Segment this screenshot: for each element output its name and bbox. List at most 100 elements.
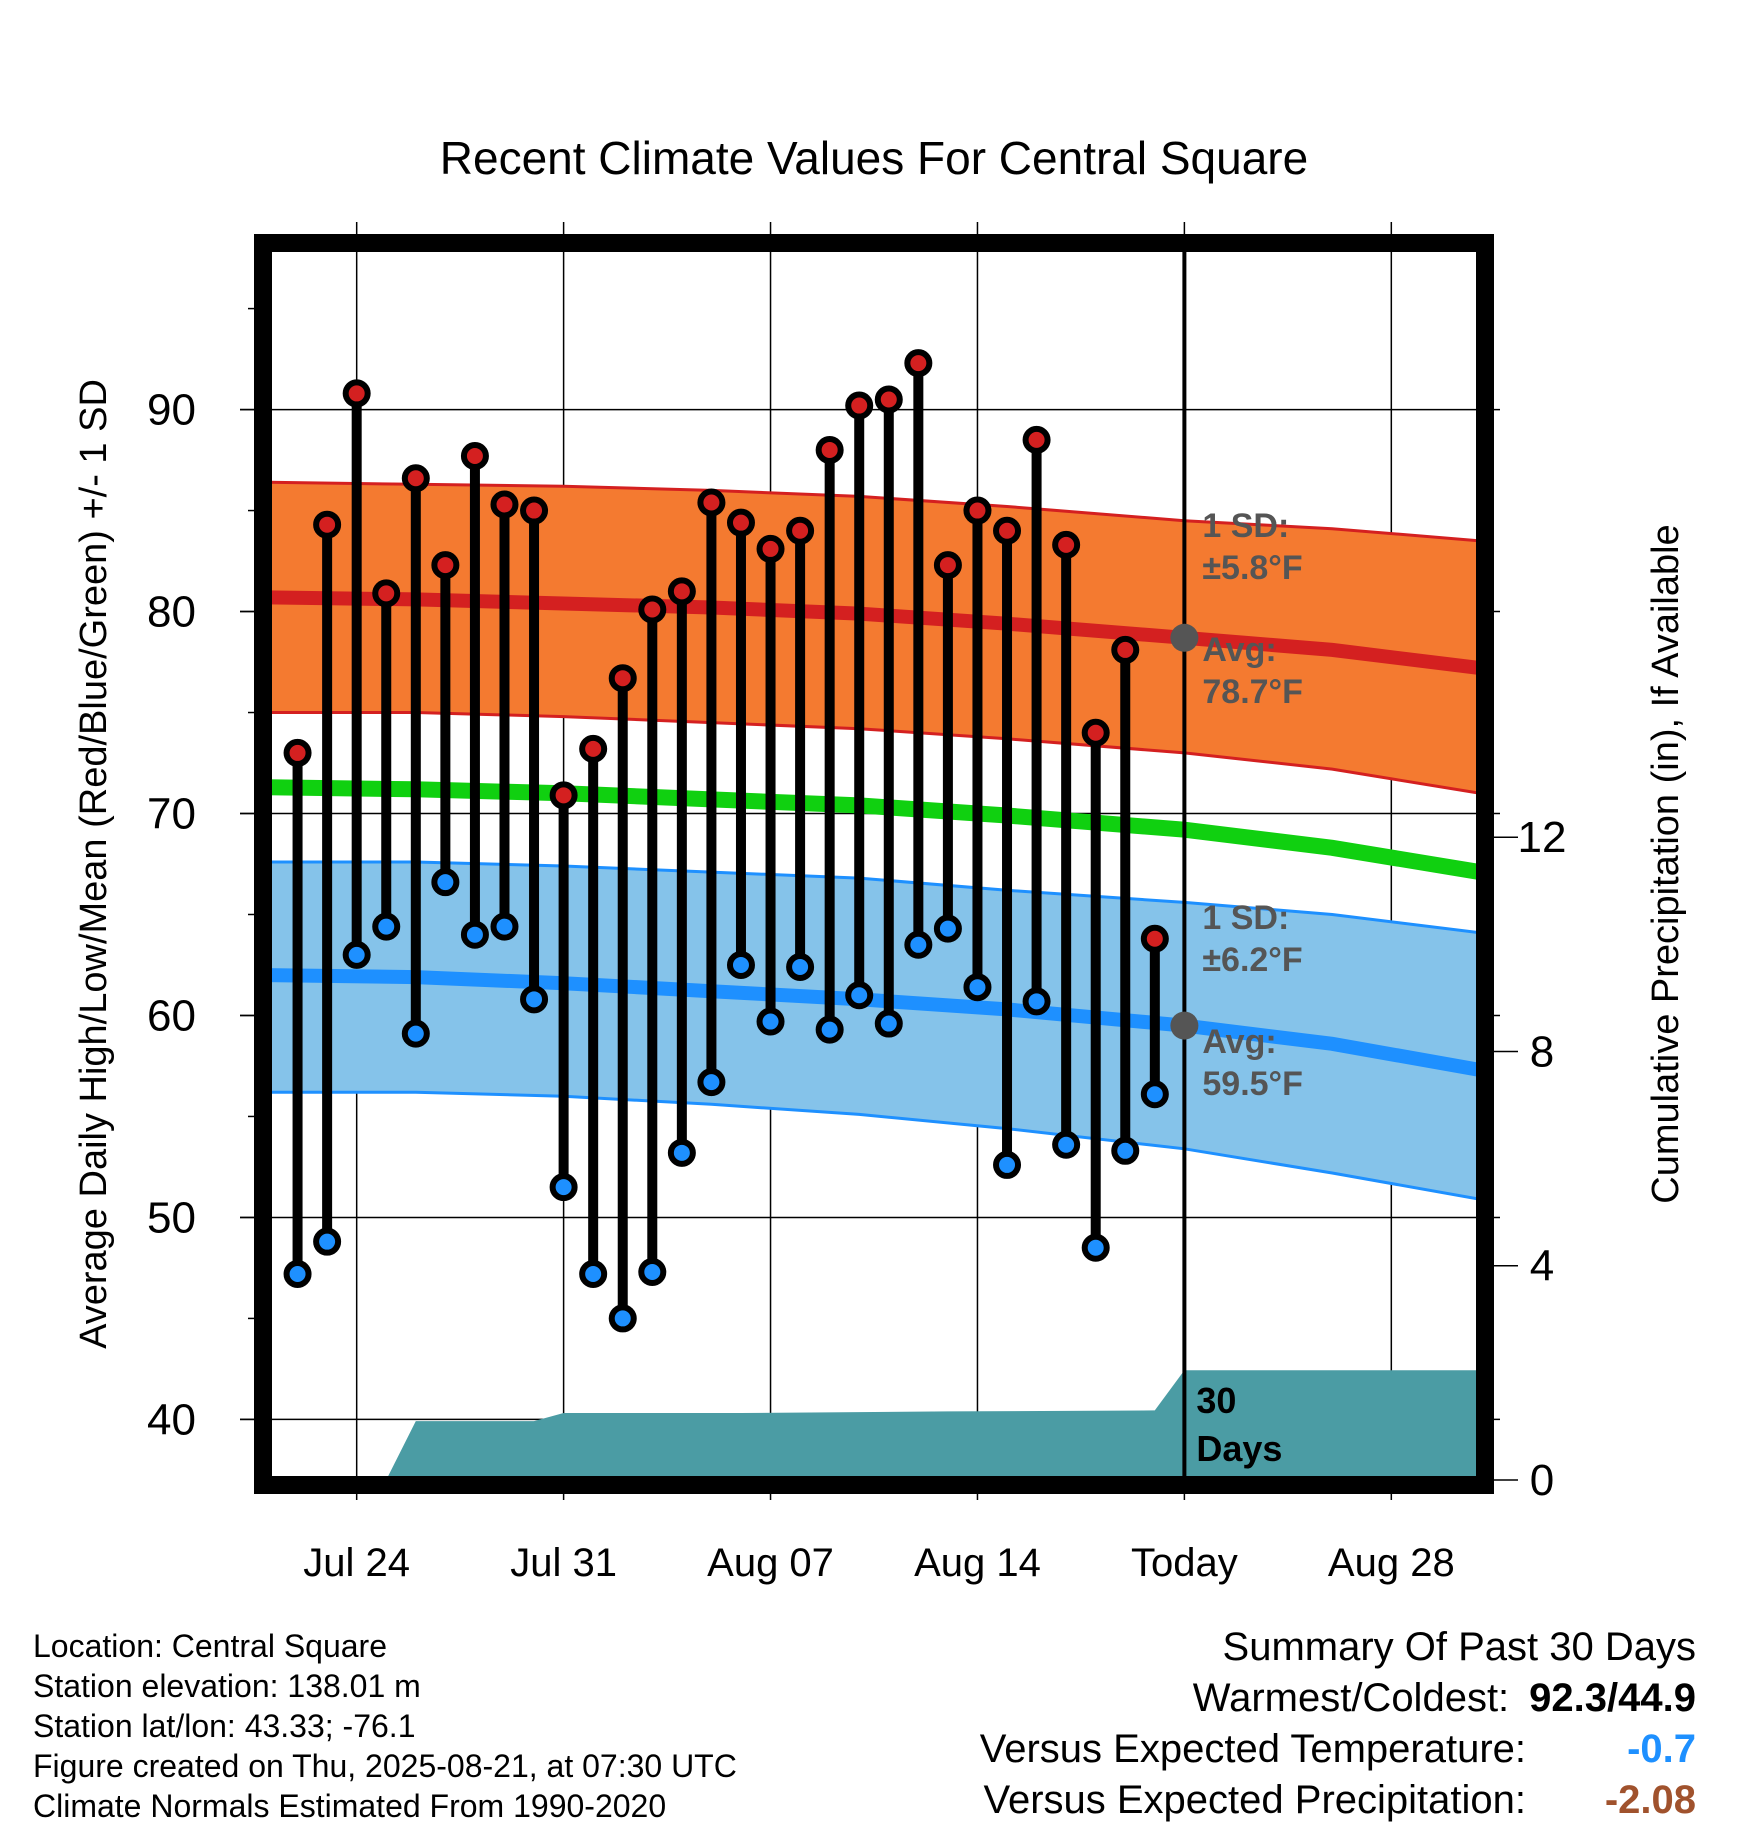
daily-range-bars (292, 363, 1160, 1319)
high-temp-point (993, 516, 1022, 545)
high-temp-point (579, 734, 608, 763)
low-temp-point (904, 930, 933, 959)
precip-label: Versus Expected Precipitation: (983, 1778, 1526, 1822)
latlon-text: Station lat/lon: 43.33; -76.1 (33, 1708, 416, 1744)
high-temp-point (904, 349, 933, 378)
today-line (1170, 248, 1199, 1480)
summary-warmest-row: Warmest/Coldest: 92.3/44.9 (980, 1673, 1696, 1724)
low-avg-marker (1170, 1011, 1199, 1040)
y-tick-label: 40 (147, 1395, 196, 1444)
x-tick-label: Jul 24 (303, 1541, 410, 1585)
high-temp-point (1140, 924, 1169, 953)
low-temp-point (431, 868, 460, 897)
high-temp-point (933, 551, 962, 580)
y2-tick-label: 8 (1530, 1027, 1554, 1076)
days-annotation: 30 (1196, 1380, 1236, 1421)
low-avg-annotation: 59.5°F (1202, 1065, 1303, 1103)
temp-value: -0.7 (1627, 1727, 1696, 1771)
high-temp-point (490, 490, 519, 519)
high-temp-point (520, 496, 549, 525)
high-avg-marker (1170, 623, 1199, 652)
low-temp-point (1022, 987, 1051, 1016)
x-tick-label: Aug 14 (914, 1541, 1041, 1585)
summary-temp-row: Versus Expected Temperature: -0.7 (980, 1724, 1696, 1775)
low-avg-annotation: Avg: (1202, 1023, 1276, 1061)
x-tick-label: Jul 31 (510, 1541, 617, 1585)
warmest-label: Warmest/Coldest: (1192, 1676, 1510, 1720)
low-temp-point (756, 1007, 785, 1036)
created-text: Figure created on Thu, 2025-08-21, at 07… (33, 1748, 737, 1784)
low-temp-point (490, 912, 519, 941)
annotations: 1 SD: ±5.8°F Avg: 78.7°F 1 SD: ±6.2°F Avg: 59.5… (1196, 507, 1303, 1469)
high-temp-point (845, 391, 874, 420)
summary-title: Summary Of Past 30 Days (1222, 1625, 1696, 1669)
daily-markers (283, 349, 1169, 1333)
chart-title: Recent Climate Values For Central Square (440, 132, 1308, 184)
high-temp-point (1081, 718, 1110, 747)
normal-bands (268, 480, 1480, 1201)
low-temp-point (608, 1304, 637, 1333)
y-tick-label: 90 (147, 386, 196, 435)
low-temp-point (401, 1019, 430, 1048)
precipitation-area (268, 1370, 1480, 1480)
x-tick-label: Today (1131, 1541, 1238, 1585)
station-info: Location: Central Square Station elevati… (33, 1626, 737, 1826)
high-temp-point (756, 534, 785, 563)
high-temp-point (815, 435, 844, 464)
low-temp-point (697, 1068, 726, 1097)
low-temp-point (933, 914, 962, 943)
low-sd-band (268, 862, 1480, 1200)
x-tick-label: Aug 28 (1328, 1541, 1455, 1585)
low-temp-point (520, 985, 549, 1014)
low-temp-point (874, 1009, 903, 1038)
warmest-value: 92.3/44.9 (1529, 1676, 1696, 1720)
high-temp-point (608, 664, 637, 693)
y-axis-label: Average Daily High/Low/Mean (Red/Blue/Gr… (73, 379, 115, 1349)
high-temp-point (1022, 425, 1051, 454)
low-sd-annotation: 1 SD: (1202, 899, 1289, 937)
high-sd-annotation: ±5.8°F (1202, 549, 1302, 587)
low-temp-point (845, 981, 874, 1010)
high-temp-point (549, 781, 578, 810)
y2-axis-label: Cumulative Precipitation (in), If Availa… (1645, 524, 1687, 1203)
y2-tick-label: 0 (1530, 1456, 1554, 1505)
high-temp-point (963, 496, 992, 525)
x-tick-label: Aug 07 (707, 1541, 834, 1585)
summary-panel: Summary Of Past 30 Days Warmest/Coldest:… (980, 1622, 1696, 1826)
precip-area (268, 1370, 1480, 1480)
low-temp-point (638, 1257, 667, 1286)
high-temp-point (786, 516, 815, 545)
low-temp-point (283, 1259, 312, 1288)
high-sd-annotation: 1 SD: (1202, 507, 1289, 545)
high-temp-point (372, 579, 401, 608)
elevation-text: Station elevation: 138.01 m (33, 1668, 421, 1704)
y-tick-label: 60 (147, 991, 196, 1040)
low-temp-point (815, 1015, 844, 1044)
summary-precip-row: Versus Expected Precipitation: -2.08 (980, 1775, 1696, 1826)
days-annotation: Days (1196, 1428, 1282, 1469)
high-temp-point (667, 577, 696, 606)
low-temp-point (1140, 1080, 1169, 1109)
location-text: Location: Central Square (33, 1628, 387, 1664)
low-temp-point (549, 1173, 578, 1202)
high-temp-point (401, 464, 430, 493)
temp-label: Versus Expected Temperature: (979, 1727, 1526, 1771)
low-temp-point (460, 920, 489, 949)
high-temp-point (342, 379, 371, 408)
low-temp-point (667, 1138, 696, 1167)
low-temp-point (313, 1227, 342, 1256)
high-temp-point (460, 442, 489, 471)
high-temp-point (1052, 530, 1081, 559)
low-temp-point (963, 973, 992, 1002)
plot-frame (254, 234, 1494, 1494)
high-avg-annotation: Avg: (1202, 631, 1276, 669)
y-tick-label: 80 (147, 588, 196, 637)
high-temp-point (283, 738, 312, 767)
low-temp-point (579, 1259, 608, 1288)
y2-tick-label: 4 (1530, 1242, 1554, 1291)
y-tick-label: 50 (147, 1193, 196, 1242)
high-temp-point (874, 385, 903, 414)
high-temp-point (697, 488, 726, 517)
high-temp-point (638, 595, 667, 624)
low-temp-point (342, 940, 371, 969)
